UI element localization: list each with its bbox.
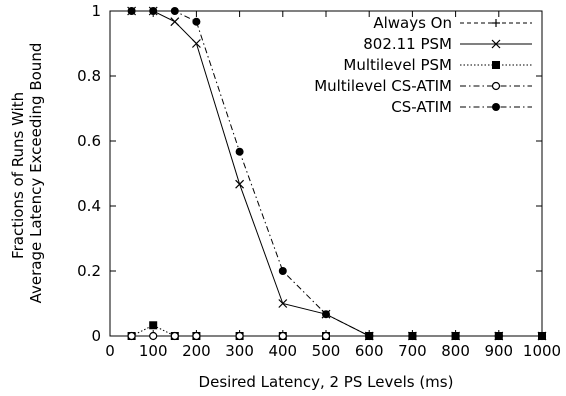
legend-item: CS-ATIM [391,98,532,116]
series [127,321,546,340]
filled-square-marker [149,321,158,330]
y-tick-label: 0.8 [77,67,101,85]
legend-item: Multilevel CS-ATIM [314,77,532,95]
x-marker [491,39,501,49]
open-circle-marker [491,81,501,91]
y-axis-label: Fractions of Runs With Average Latency E… [9,43,45,304]
series-line [131,10,542,337]
filled-circle-marker [192,17,201,26]
x-tick-label: 100 [139,342,168,360]
open-circle-marker [170,331,179,341]
filled-circle-marker [451,332,460,340]
legend-label: CS-ATIM [391,98,452,116]
x-tick-label: 0 [105,342,115,360]
filled-circle-marker [538,332,546,340]
filled-circle-marker [170,7,179,15]
series-line [131,324,542,337]
x-tick-label: 400 [268,342,297,360]
series [127,7,546,340]
filled-circle-marker [235,147,244,156]
x-marker [191,39,201,48]
legend-item: 802.11 PSM [363,35,532,53]
open-circle-marker [278,331,287,341]
y-axis-label-line-1: Fractions of Runs With [9,92,27,259]
open-circle-marker [192,331,201,341]
y-axis-label-line-2: Average Latency Exceeding Bound [27,43,45,304]
filled-circle-marker [278,267,287,275]
x-tick-label: 1000 [523,342,561,360]
y-tick-label: 0.6 [77,132,101,150]
axis-ticks: 0 100 200 300 400 500 600 700 800 900 1000 0 0.2 0.4 0… [77,2,561,360]
x-tick-label: 500 [312,342,341,360]
x-marker [170,17,180,27]
x-tick-label: 800 [441,342,470,360]
legend-item: Multilevel PSM [343,56,532,74]
open-circle-marker [235,331,244,341]
series-layer [127,6,547,341]
x-tick-label: 200 [182,342,211,360]
plot-frame [109,10,543,337]
x-tick-label: 900 [484,342,513,360]
filled-circle-marker [408,332,417,340]
legend-label: Multilevel PSM [343,56,452,74]
filled-circle-marker [365,332,374,340]
filled-circle-marker [494,332,503,340]
x-tick-label: 300 [225,342,254,360]
x-tick-label: 700 [398,342,427,360]
filled-circle-marker [492,103,500,111]
x-tick-label: 600 [355,342,384,360]
x-marker [278,299,288,308]
open-circle-marker [321,331,331,341]
legend-item: Always On [373,14,532,32]
filled-circle-marker [149,7,158,15]
x-marker [235,179,245,189]
plus-marker [492,19,500,27]
open-circle-marker [127,331,136,341]
filled-circle-marker [127,7,136,15]
legend: Always On 802.11 PSM Multilevel PSM Multile… [314,14,532,116]
legend-label: Multilevel CS-ATIM [314,77,452,95]
filled-circle-marker [322,310,330,319]
y-tick-label: 0 [91,327,101,345]
x-axis-label: Desired Latency, 2 PS Levels (ms) [199,373,454,391]
open-circle-marker [149,331,158,341]
filled-square-marker [492,61,500,69]
series [127,6,547,341]
y-tick-label: 1 [91,2,101,20]
legend-label: Always On [373,14,452,32]
y-tick-label: 0.2 [77,262,101,280]
y-tick-label: 0.4 [77,197,101,215]
series-line [131,10,542,337]
legend-label: 802.11 PSM [363,35,452,53]
